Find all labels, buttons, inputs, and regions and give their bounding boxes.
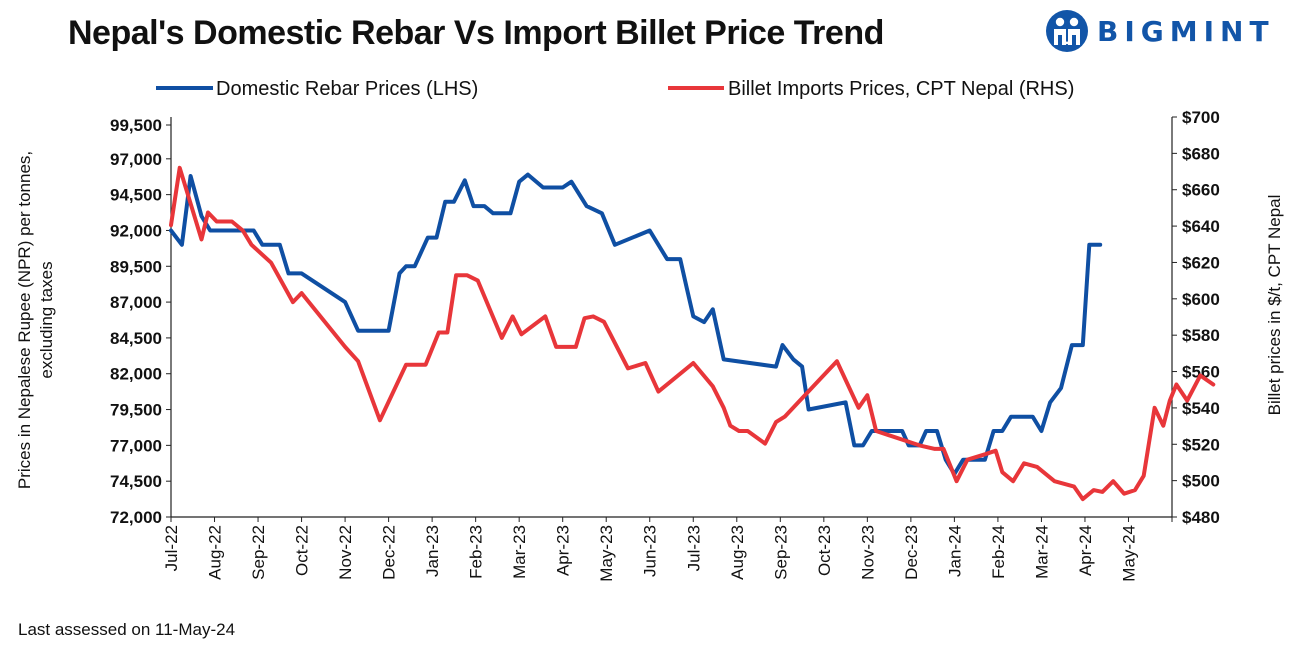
right-y-tick-label: $680 bbox=[1182, 144, 1220, 163]
left-y-tick-label: 92,000 bbox=[110, 221, 162, 240]
x-tick-label: Feb-24 bbox=[989, 525, 1008, 579]
legend-label-billet-import: Billet Imports Prices, CPT Nepal (RHS) bbox=[728, 78, 1074, 100]
right-y-axis-title: Billet prices in $/t, CPT Nepal bbox=[1265, 195, 1284, 416]
left-y-tick-label: 79,500 bbox=[110, 401, 162, 420]
left-y-tick-label: 72,000 bbox=[110, 508, 162, 527]
x-tick-label: Dec-22 bbox=[380, 525, 399, 580]
left-y-tick-label: 74,500 bbox=[110, 472, 162, 491]
x-tick-label: Mar-24 bbox=[1032, 525, 1051, 579]
x-tick-label: Oct-22 bbox=[293, 525, 312, 576]
right-y-tick-label: $500 bbox=[1182, 472, 1220, 491]
x-tick-label: May-24 bbox=[1119, 525, 1138, 582]
x-tick-label: Sep-22 bbox=[249, 525, 268, 580]
left-y-tick-label: 84,500 bbox=[110, 329, 162, 348]
x-tick-label: Jan-23 bbox=[423, 525, 442, 577]
left-y-tick-label: 77,000 bbox=[110, 436, 162, 455]
legend-label-domestic-rebar: Domestic Rebar Prices (LHS) bbox=[216, 78, 478, 100]
right-y-tick-label: $480 bbox=[1182, 508, 1220, 527]
x-tick-label: Jan-24 bbox=[945, 525, 964, 577]
x-tick-label: Apr-23 bbox=[554, 525, 573, 576]
x-tick-label: Oct-23 bbox=[815, 525, 834, 576]
right-y-tick-label: $620 bbox=[1182, 253, 1220, 272]
right-y-tick-label: $580 bbox=[1182, 326, 1220, 345]
x-tick-label: Feb-23 bbox=[467, 525, 486, 579]
right-y-tick-label: $560 bbox=[1182, 363, 1220, 382]
left-y-axis-title-line1: Prices in Nepalese Rupee (NPR) per tonne… bbox=[15, 151, 34, 489]
brand-logo: BIGMINT bbox=[1045, 8, 1275, 54]
left-y-tick-label: 94,500 bbox=[110, 186, 162, 205]
left-y-tick-label: 89,500 bbox=[110, 257, 162, 276]
left-y-tick-label: 97,000 bbox=[110, 150, 162, 169]
right-y-tick-label: $600 bbox=[1182, 290, 1220, 309]
x-tick-label: Sep-23 bbox=[771, 525, 790, 580]
x-tick-label: May-23 bbox=[597, 525, 616, 582]
x-tick-label: Jul-22 bbox=[162, 525, 181, 571]
right-y-tick-label: $660 bbox=[1182, 181, 1220, 200]
x-tick-label: Nov-23 bbox=[858, 525, 877, 580]
x-tick-label: Aug-22 bbox=[206, 525, 225, 580]
x-tick-label: Aug-23 bbox=[728, 525, 747, 580]
right-y-tick-label: $520 bbox=[1182, 435, 1220, 454]
right-y-tick-label: $640 bbox=[1182, 217, 1220, 236]
brand-name: BIGMINT bbox=[1097, 14, 1275, 48]
last-assessed-note: Last assessed on 11-May-24 bbox=[18, 620, 236, 639]
left-y-tick-label: 99,500 bbox=[110, 116, 162, 135]
right-y-tick-label: $540 bbox=[1182, 399, 1220, 418]
x-tick-label: Jul-23 bbox=[684, 525, 703, 571]
left-y-axis-title-line2: excluding taxes bbox=[37, 261, 56, 378]
x-tick-label: Apr-24 bbox=[1076, 525, 1095, 576]
brand-logo-icon bbox=[1046, 10, 1088, 52]
right-y-tick-label: $700 bbox=[1182, 108, 1220, 127]
x-tick-label: Jun-23 bbox=[641, 525, 660, 577]
x-tick-label: Mar-23 bbox=[510, 525, 529, 579]
left-y-tick-label: 82,000 bbox=[110, 365, 162, 384]
domestic-rebar-series-line bbox=[169, 172, 1103, 476]
x-tick-label: Nov-22 bbox=[336, 525, 355, 580]
billet-import-series-line bbox=[169, 165, 1216, 502]
x-tick-label: Dec-23 bbox=[902, 525, 921, 580]
chart-title: Nepal's Domestic Rebar Vs Import Billet … bbox=[68, 14, 884, 52]
left-y-tick-label: 87,000 bbox=[110, 293, 162, 312]
